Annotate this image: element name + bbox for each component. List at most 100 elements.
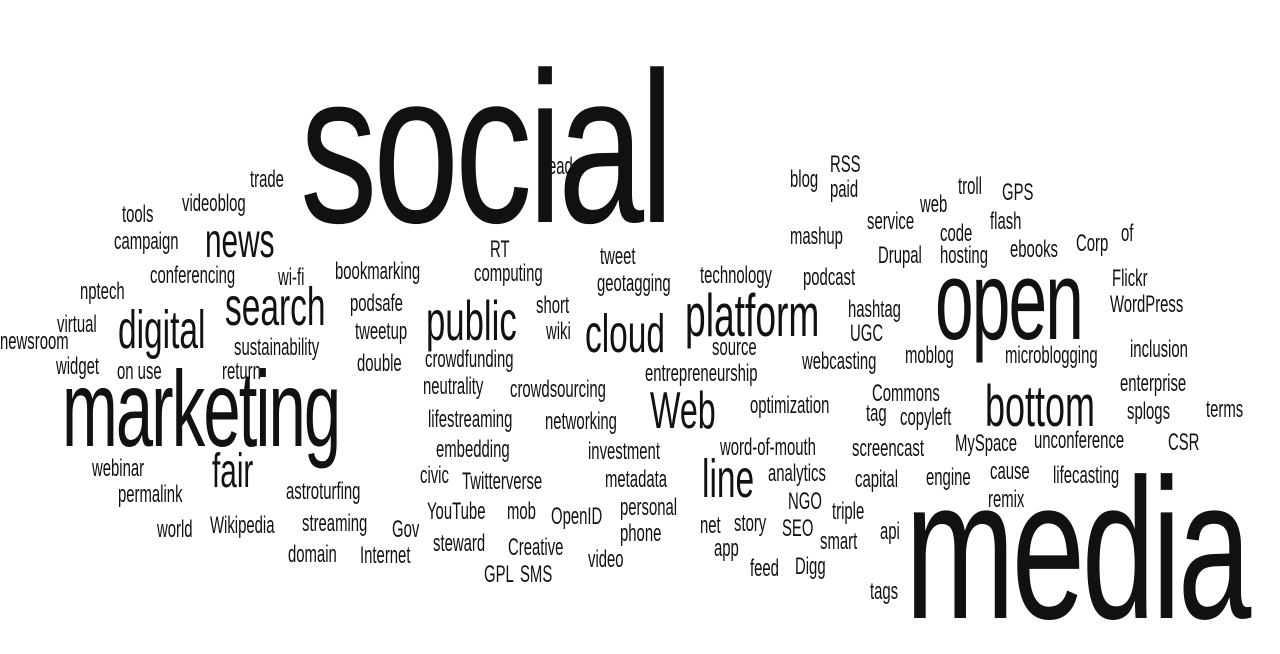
word-tags: tags <box>870 578 899 605</box>
word-net: net <box>700 512 721 539</box>
word-news: news <box>205 215 275 268</box>
word-line: line <box>702 449 755 509</box>
word-flash: flash <box>990 208 1022 235</box>
word-twitterverse: Twitterverse <box>462 468 543 495</box>
word-wiki: wiki <box>546 318 571 345</box>
word-wordpress: WordPress <box>1110 291 1184 318</box>
word-analytics: analytics <box>768 460 826 487</box>
word-hosting: hosting <box>940 242 988 269</box>
word-podsafe: podsafe <box>350 290 403 317</box>
word-geotagging: geotagging <box>597 270 671 297</box>
word-engine: engine <box>926 464 971 491</box>
word-digital: digital <box>118 300 206 360</box>
word-myspace: MySpace <box>955 430 1018 457</box>
word-openid: OpenID <box>551 503 603 530</box>
word-rss: RSS <box>830 151 861 178</box>
word-lifecasting: lifecasting <box>1053 462 1120 489</box>
word-screencast: screencast <box>852 435 924 462</box>
word-technology: technology <box>700 262 772 289</box>
word-marketing: marketing <box>62 348 341 469</box>
word-short: short <box>536 292 570 319</box>
word-ebooks: ebooks <box>1010 236 1058 263</box>
word-terms: terms <box>1206 396 1244 423</box>
word-mob: mob <box>507 498 536 525</box>
word-rt: RT <box>490 236 510 263</box>
word-drupal: Drupal <box>878 242 922 269</box>
word-social: social <box>300 27 674 268</box>
word-remix: remix <box>988 486 1025 513</box>
word-computing: computing <box>474 260 543 287</box>
word-code: code <box>940 220 973 247</box>
word-digg: Digg <box>795 553 826 580</box>
word-unconference: unconference <box>1034 427 1125 454</box>
word-csr: CSR <box>1168 429 1200 456</box>
word-smart: smart <box>820 528 858 555</box>
word-feed: feed <box>750 555 779 582</box>
word-tag: tag <box>866 400 887 427</box>
word-tools: tools <box>122 201 154 228</box>
word-sustainability: sustainability <box>234 334 320 361</box>
word-permalink: permalink <box>118 481 183 508</box>
word-hashtag: hashtag <box>848 296 901 323</box>
word-virtual: virtual <box>57 311 97 338</box>
word-bottom: bottom <box>985 374 1095 439</box>
word-gps: GPS <box>1002 179 1034 206</box>
word-youtube: YouTube <box>427 498 486 525</box>
word-story: story <box>734 510 767 537</box>
word-reader: reader <box>543 153 587 180</box>
word-flickr: Flickr <box>1112 265 1148 292</box>
word-bookmarking: bookmarking <box>335 258 421 285</box>
word-entrepreneurship: entrepreneurship <box>645 360 758 387</box>
word-cause: cause <box>990 458 1030 485</box>
word-trade: trade <box>250 166 284 193</box>
word-neutrality: neutrality <box>423 373 484 400</box>
word-crowdsourcing: crowdsourcing <box>510 376 606 403</box>
word-media: media <box>905 438 1251 654</box>
word-enterprise: enterprise <box>1120 370 1187 397</box>
word-open: open <box>935 238 1084 363</box>
word-phone: phone <box>620 520 662 547</box>
word-platform: platform <box>685 282 820 349</box>
word-networking: networking <box>545 408 617 435</box>
word-optimization: optimization <box>750 392 830 419</box>
word-astroturfing: astroturfing <box>286 478 361 505</box>
word-podcast: podcast <box>803 264 856 291</box>
word-videoblog: videoblog <box>182 190 246 217</box>
word-nptech: nptech <box>80 278 125 305</box>
word-blog: blog <box>790 166 819 193</box>
word-of: of <box>1121 220 1134 247</box>
word-capital: capital <box>855 466 899 493</box>
word-ugc: UGC <box>850 320 884 347</box>
word-personal: personal <box>620 494 678 521</box>
word-video: video <box>588 546 624 573</box>
word-civic: civic <box>420 462 449 489</box>
word-word-of-mouth: word-of-mouth <box>720 434 816 461</box>
word-conferencing: conferencing <box>150 262 236 289</box>
word-embedding: embedding <box>436 436 510 463</box>
word-webcasting: webcasting <box>802 348 877 375</box>
word-wikipedia: Wikipedia <box>210 512 275 539</box>
word-search: search <box>225 277 326 337</box>
word-world: world <box>157 516 193 543</box>
word-web: Web <box>650 382 716 440</box>
word-gpl: GPL <box>484 561 514 588</box>
word-domain: domain <box>288 541 337 568</box>
word-app: app <box>714 535 739 562</box>
word-commons: Commons <box>872 380 940 407</box>
word-corp: Corp <box>1076 230 1109 257</box>
word-moblog: moblog <box>905 342 954 369</box>
word-tweet: tweet <box>600 243 636 270</box>
word-api: api <box>880 518 900 545</box>
word-metadata: metadata <box>605 466 668 493</box>
word-fair: fair <box>212 445 254 498</box>
word-lifestreaming: lifestreaming <box>428 406 513 433</box>
word-gov: Gov <box>392 516 420 543</box>
word-troll: troll <box>958 173 982 200</box>
word-triple: triple <box>832 498 865 525</box>
word-inclusion: inclusion <box>1130 336 1188 363</box>
word-on-use: on use <box>117 358 162 385</box>
word-investment: investment <box>588 438 660 465</box>
word-service: service <box>867 208 915 235</box>
word-creative: Creative <box>508 534 564 561</box>
word-streaming: streaming <box>302 510 368 537</box>
